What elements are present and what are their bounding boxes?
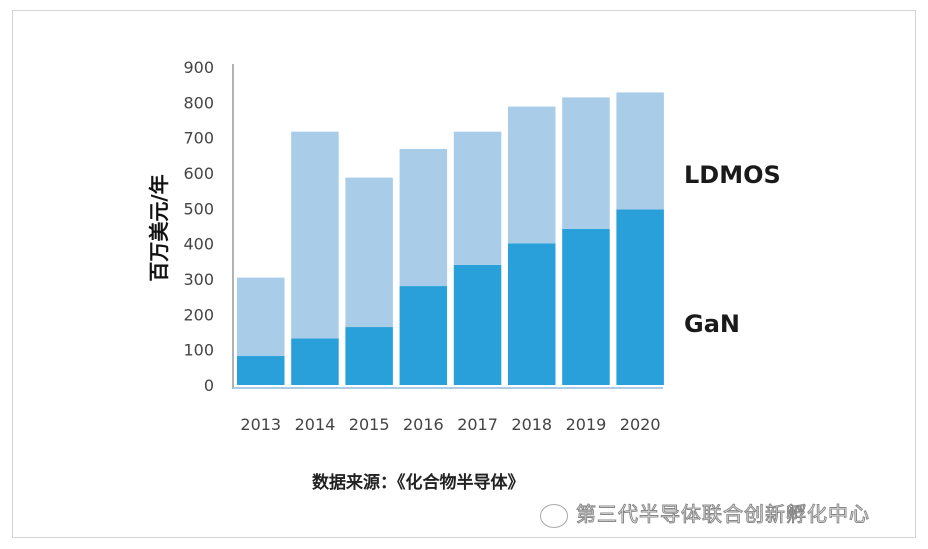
x-tick-label: 2019: [566, 415, 607, 434]
x-tick-label: 2016: [403, 415, 444, 434]
bar-ldmos-2014: [291, 131, 339, 339]
y-tick-label: 700: [183, 129, 214, 148]
x-tick-label: 2020: [620, 415, 661, 434]
y-tick-label: 400: [183, 235, 214, 254]
y-axis-label: 百万美元/年: [147, 174, 171, 281]
watermark-text: 第三代半导体联合创新孵化中心: [576, 502, 870, 527]
image-frame: [12, 10, 916, 538]
x-tick-label: 2013: [240, 415, 281, 434]
wechat-icon: [540, 503, 568, 528]
bar-gan-2018: [508, 243, 556, 385]
bar-gan-2020: [616, 209, 664, 385]
y-tick-label: 800: [183, 93, 214, 112]
bar-ldmos-2017: [453, 131, 502, 265]
y-tick-label: 0: [204, 376, 214, 395]
bar-gan-2015: [345, 327, 393, 385]
bar-ldmos-2015: [345, 177, 393, 328]
bar-ldmos-2019: [562, 97, 610, 229]
bar-ldmos-2013: [237, 277, 285, 357]
bar-gan-2013: [237, 356, 285, 385]
y-tick-label: 600: [183, 164, 214, 183]
x-tick-label: 2015: [349, 415, 390, 434]
y-tick-label: 100: [183, 341, 214, 360]
y-tick-label: 900: [183, 58, 214, 77]
bar-gan-2014: [291, 338, 339, 385]
x-tick-label: 2018: [511, 415, 552, 434]
y-tick-label: 500: [183, 199, 214, 218]
y-tick-label: 200: [183, 305, 214, 324]
bar-gan-2016: [399, 286, 448, 385]
source-note: 数据来源：《化合物半导体》: [312, 473, 525, 493]
bar-ldmos-2018: [508, 106, 556, 244]
legend-gan: GaN: [684, 310, 740, 338]
bar-gan-2019: [562, 228, 610, 385]
watermark: 第三代半导体联合创新孵化中心: [540, 498, 870, 528]
x-tick-label: 2014: [295, 415, 336, 434]
x-tick-label: 2017: [457, 415, 498, 434]
bar-ldmos-2016: [399, 148, 448, 287]
bar-gan-2017: [453, 264, 502, 385]
bar-ldmos-2020: [616, 92, 664, 210]
legend-ldmos: LDMOS: [684, 161, 781, 189]
y-tick-label: 300: [183, 270, 214, 289]
